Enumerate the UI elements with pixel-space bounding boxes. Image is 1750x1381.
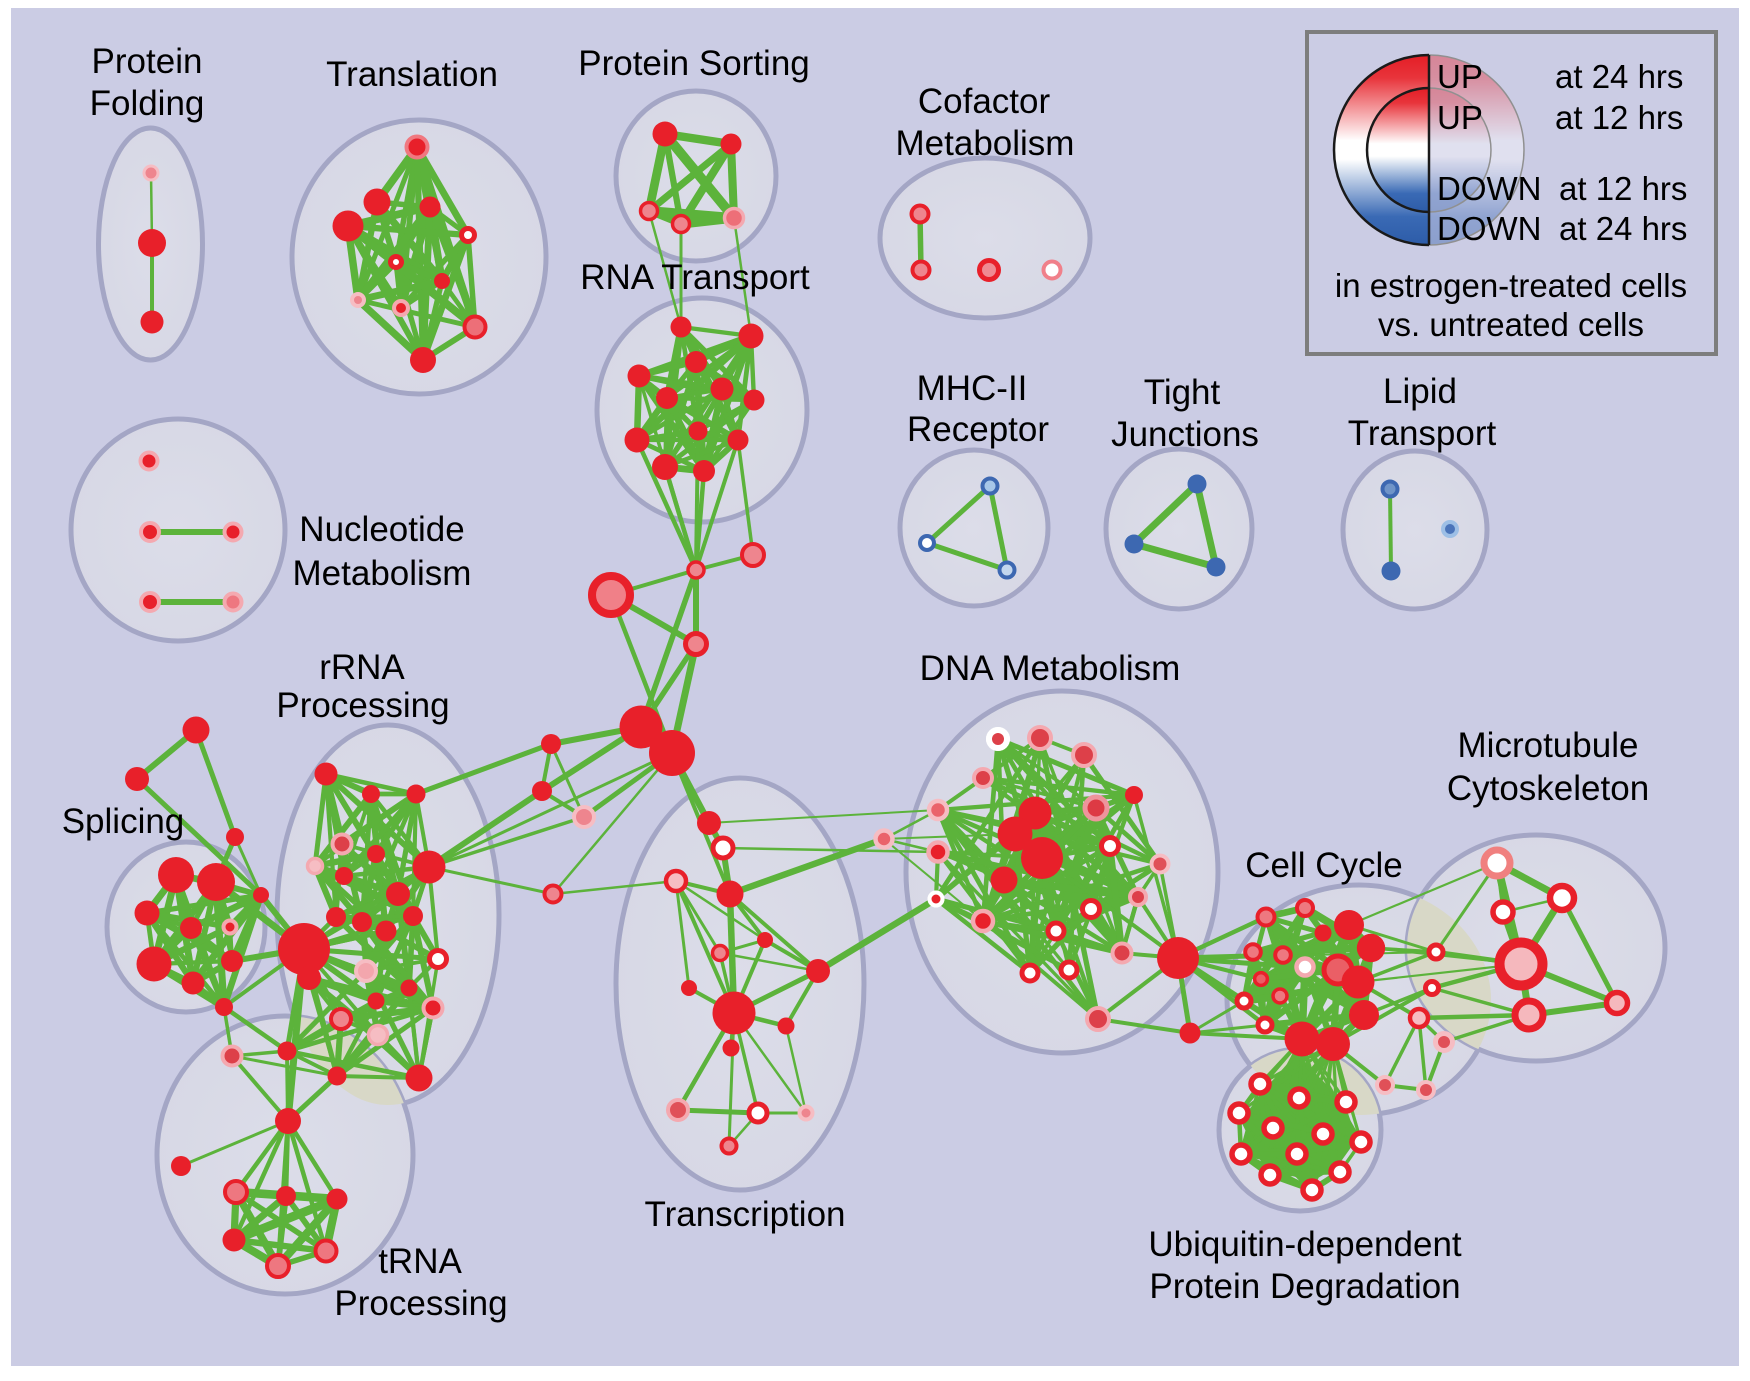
svg-text:Microtubule: Microtubule <box>1458 726 1639 765</box>
svg-text:Metabolism: Metabolism <box>896 124 1075 163</box>
svg-text:DOWN: DOWN <box>1437 210 1541 247</box>
svg-text:Cell Cycle: Cell Cycle <box>1245 846 1403 885</box>
svg-text:at 24 hrs: at 24 hrs <box>1559 210 1687 247</box>
svg-text:at 12 hrs: at 12 hrs <box>1559 170 1687 207</box>
svg-text:Cytoskeleton: Cytoskeleton <box>1447 769 1649 808</box>
svg-text:at 12 hrs: at 12 hrs <box>1555 99 1683 136</box>
svg-text:Transport: Transport <box>1348 414 1497 453</box>
svg-text:Processing: Processing <box>276 686 449 725</box>
svg-text:Protein Sorting: Protein Sorting <box>578 44 810 83</box>
svg-text:Processing: Processing <box>334 1284 507 1323</box>
svg-text:Protein Degradation: Protein Degradation <box>1149 1267 1460 1306</box>
svg-text:Translation: Translation <box>326 55 498 94</box>
svg-text:Transcription: Transcription <box>645 1195 846 1234</box>
svg-text:Tight: Tight <box>1144 373 1221 412</box>
svg-text:Lipid: Lipid <box>1383 372 1457 411</box>
svg-text:Ubiquitin-dependent: Ubiquitin-dependent <box>1148 1225 1462 1264</box>
svg-text:Nucleotide: Nucleotide <box>299 510 464 549</box>
svg-text:at 24 hrs: at 24 hrs <box>1555 58 1683 95</box>
svg-text:vs. untreated cells: vs. untreated cells <box>1378 306 1644 343</box>
svg-text:Metabolism: Metabolism <box>293 554 472 593</box>
svg-text:Splicing: Splicing <box>62 802 185 841</box>
svg-text:Protein: Protein <box>92 42 203 81</box>
svg-text:UP: UP <box>1437 58 1483 95</box>
svg-text:in estrogen-treated cells: in estrogen-treated cells <box>1335 267 1687 304</box>
svg-text:tRNA: tRNA <box>378 1242 462 1281</box>
svg-text:UP: UP <box>1437 99 1483 136</box>
svg-text:RNA Transport: RNA Transport <box>580 258 810 297</box>
svg-text:rRNA: rRNA <box>319 648 405 687</box>
svg-text:DNA Metabolism: DNA Metabolism <box>920 649 1181 688</box>
svg-text:Receptor: Receptor <box>907 410 1049 449</box>
svg-text:DOWN: DOWN <box>1437 170 1541 207</box>
svg-text:Folding: Folding <box>90 84 205 123</box>
svg-text:Junctions: Junctions <box>1111 415 1259 454</box>
svg-text:MHC-II: MHC-II <box>917 369 1028 408</box>
svg-text:Cofactor: Cofactor <box>918 82 1051 121</box>
